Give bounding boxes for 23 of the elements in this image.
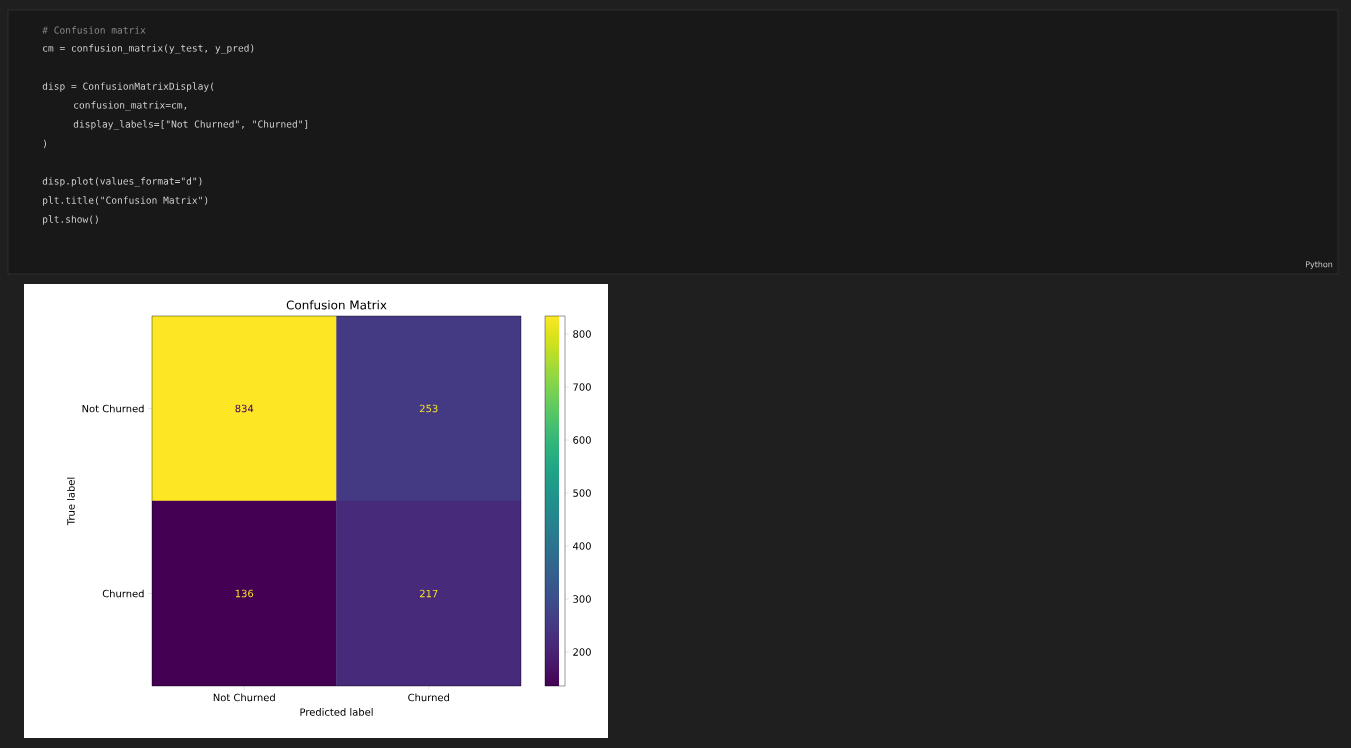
y-axis-title: True label [67,477,75,526]
color-bar-label: 700 [573,383,591,391]
text: disp = ConfusionMatrixDisplay( [42,82,214,92]
data-label: 253 [419,404,438,413]
text: # Confusion matrix [42,26,146,34]
data-label: 834 [235,404,254,413]
text: confusion_matrix=cm, [74,101,187,111]
text: ) [43,139,46,149]
color-bar-label: 600 [573,436,591,444]
text: plt.title("Confusion Matrix") [43,196,208,206]
text: plt.show() [43,215,98,225]
data-label: 217 [419,589,438,598]
text: display_labels=["Not Churned", "Churned"] [73,120,308,130]
x-axis-title: Predicted label [300,708,373,716]
text: cm = confusion_matrix(y_test, y_pred) [43,44,254,54]
color-bar-label: 300 [573,595,591,603]
color-bar-label: 800 [573,330,591,338]
text: disp.plot(values_format="d") [42,177,202,187]
data-label: 136 [235,589,254,598]
chart-title: Confusion Matrix [286,300,387,310]
color-bar-label: 400 [573,542,591,550]
color-bar-label: 200 [573,648,591,656]
color-bar-label: 500 [573,489,591,497]
